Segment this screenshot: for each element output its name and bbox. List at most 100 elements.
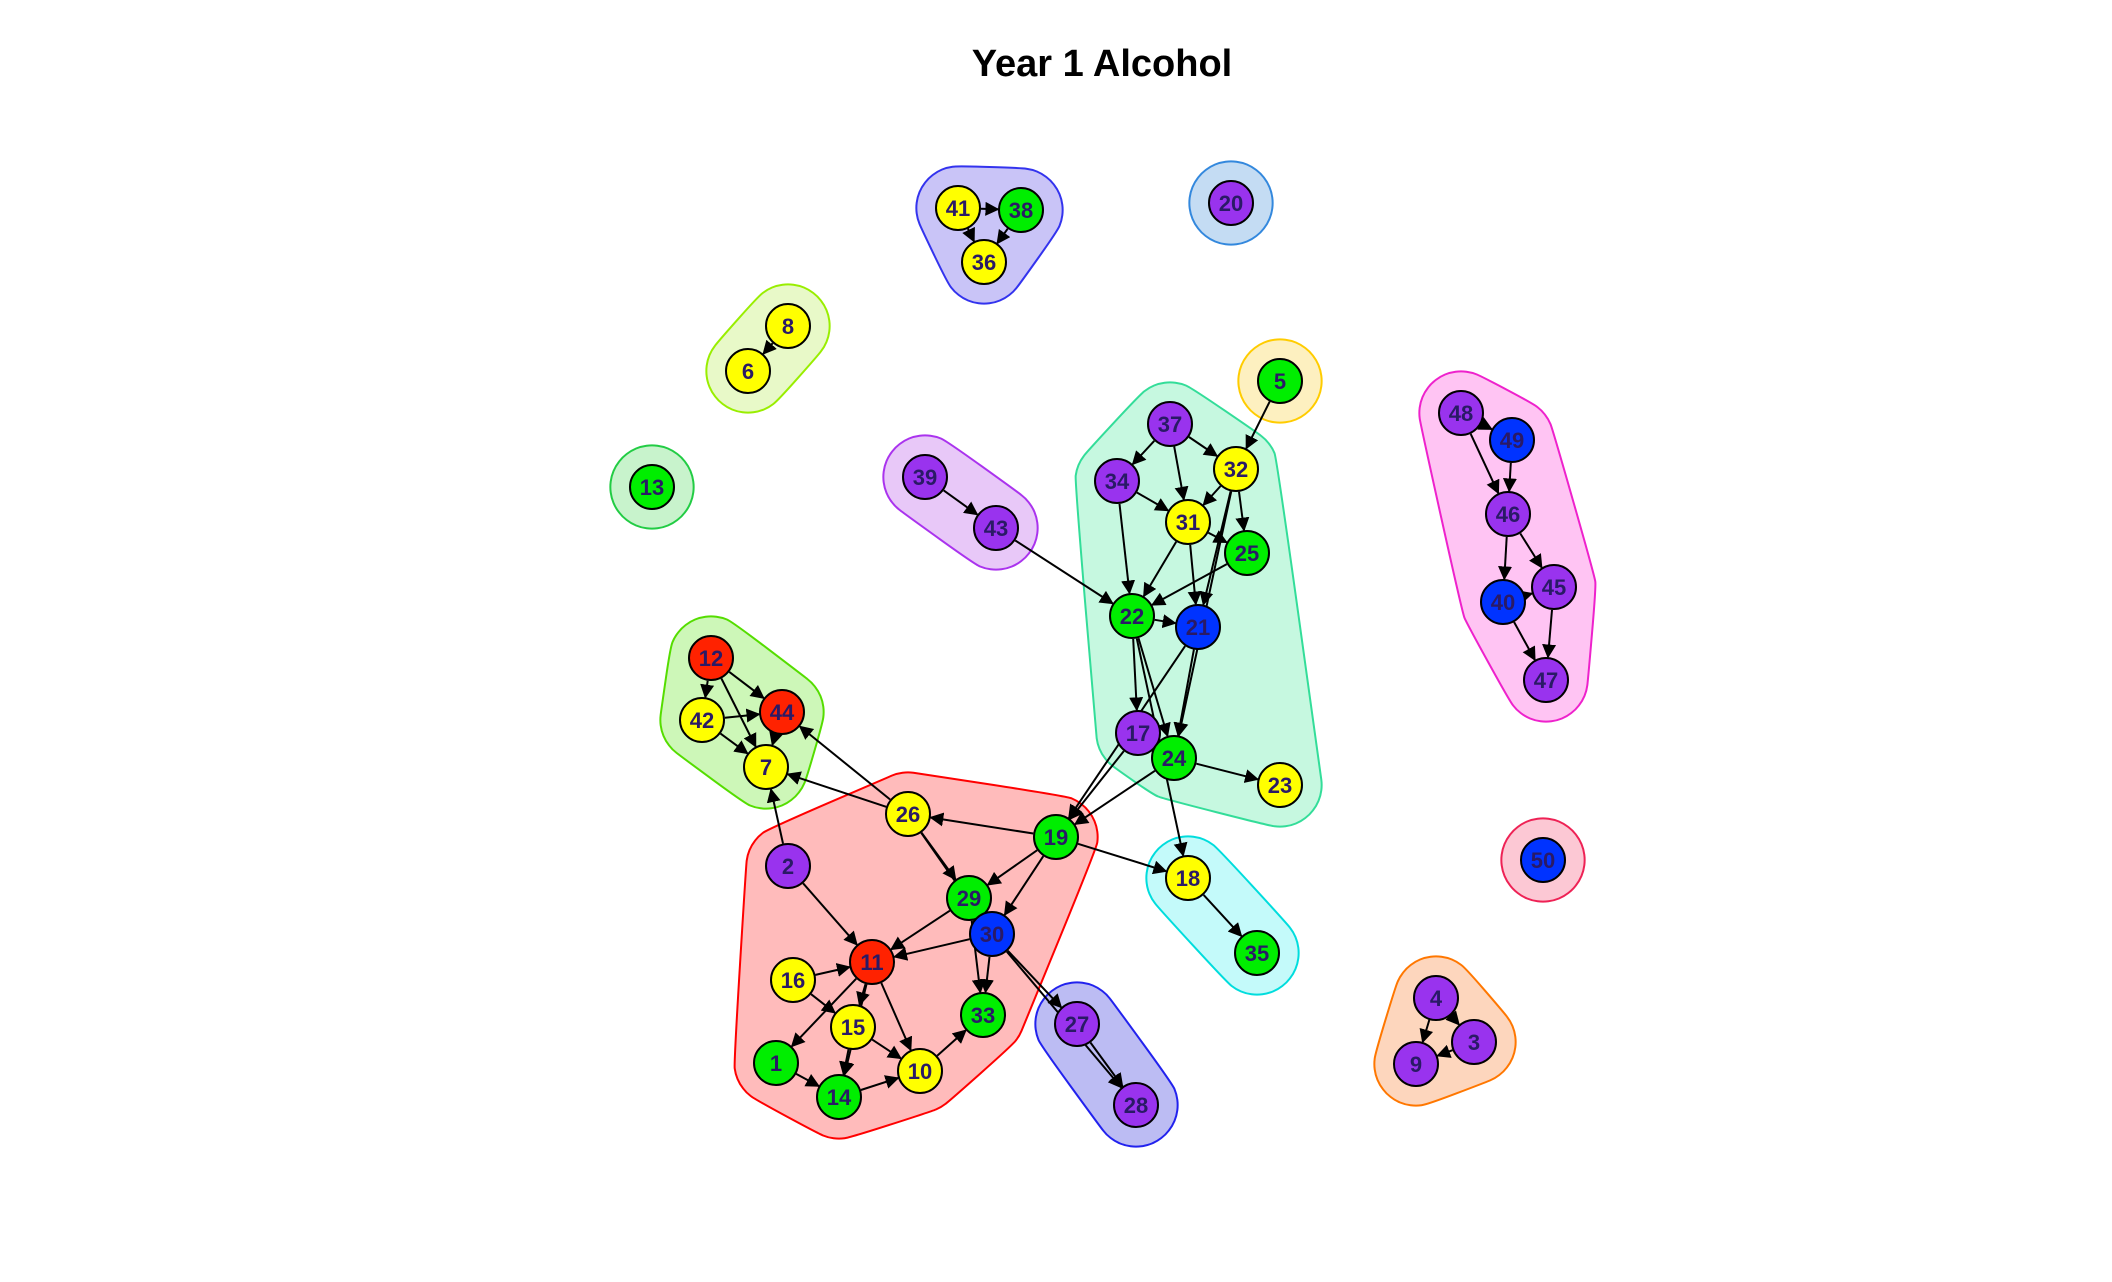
node-31: 31	[1165, 499, 1211, 545]
node-7: 7	[743, 744, 789, 790]
edge-12-44	[728, 671, 765, 699]
edge-22-21	[1154, 614, 1177, 629]
node-20: 20	[1208, 180, 1254, 226]
node-label: 10	[908, 1059, 932, 1084]
node-circle	[1257, 762, 1303, 808]
edge-11-15	[856, 983, 870, 1007]
edge-32-21	[1199, 491, 1232, 606]
node-circle	[960, 992, 1006, 1038]
node-35: 35	[1234, 930, 1280, 976]
node-42: 42	[679, 697, 725, 743]
node-5: 5	[1257, 358, 1303, 404]
community-hull-g-red	[733, 771, 1099, 1140]
edge-30-11	[893, 938, 970, 961]
edge-46-40	[1498, 536, 1513, 581]
edge-40-47	[1513, 621, 1536, 662]
edge-19-30	[1003, 855, 1045, 916]
node-47: 47	[1523, 657, 1569, 703]
edge-37-34	[1131, 440, 1156, 466]
node-label: 29	[957, 886, 981, 911]
node-label: 42	[690, 708, 714, 733]
node-2: 2	[765, 843, 811, 889]
edge-37-31	[1173, 446, 1189, 501]
edge-48-46	[1469, 433, 1500, 495]
node-circle	[1151, 735, 1197, 781]
node-19: 19	[1033, 814, 1079, 860]
node-46: 46	[1485, 491, 1531, 537]
edge-16-11	[815, 963, 851, 977]
edge-43-22	[1014, 539, 1114, 605]
node-36: 36	[961, 239, 1007, 285]
edge-18-35	[1202, 894, 1243, 938]
node-circle	[765, 303, 811, 349]
node-circle	[688, 635, 734, 681]
edge-2-7	[766, 788, 784, 844]
node-circle	[725, 348, 771, 394]
node-17: 17	[1115, 710, 1161, 756]
edge-44-7	[769, 730, 783, 747]
node-circle	[1485, 491, 1531, 537]
node-label: 30	[980, 922, 1004, 947]
node-29: 29	[946, 875, 992, 921]
edge-15-14	[839, 1049, 853, 1076]
node-circle	[1520, 837, 1566, 883]
node-label: 9	[1410, 1052, 1422, 1077]
node-label: 50	[1531, 848, 1555, 873]
node-label: 45	[1542, 575, 1566, 600]
node-circle	[1523, 657, 1569, 703]
edge-19-26	[929, 812, 1034, 835]
node-label: 4	[1430, 986, 1443, 1011]
node-43: 43	[973, 505, 1019, 551]
node-label: 2	[782, 854, 794, 879]
node-circle	[743, 744, 789, 790]
node-circle	[946, 875, 992, 921]
node-circle	[1480, 579, 1526, 625]
node-41: 41	[935, 185, 981, 231]
node-40: 40	[1480, 579, 1526, 625]
node-label: 19	[1044, 825, 1068, 850]
edge-26-7	[786, 771, 887, 808]
node-33: 33	[960, 992, 1006, 1038]
node-label: 23	[1268, 773, 1292, 798]
node-18: 18	[1165, 855, 1211, 901]
edge-42-44	[724, 708, 761, 723]
node-label: 40	[1491, 590, 1515, 615]
node-25: 25	[1224, 530, 1270, 576]
node-28: 28	[1113, 1082, 1159, 1128]
node-label: 5	[1274, 369, 1286, 394]
edge-41-36	[962, 226, 975, 243]
node-38: 38	[998, 187, 1044, 233]
node-label: 37	[1158, 412, 1182, 437]
node-circle	[1438, 390, 1484, 436]
node-22: 22	[1109, 593, 1155, 639]
node-circle	[998, 187, 1044, 233]
node-11: 11	[849, 939, 895, 985]
node-34: 34	[1094, 458, 1140, 504]
node-label: 7	[760, 755, 772, 780]
edge-46-45	[1519, 532, 1543, 569]
edge-30-33	[979, 956, 994, 994]
node-label: 49	[1500, 428, 1524, 453]
node-label: 25	[1235, 541, 1259, 566]
node-37: 37	[1147, 401, 1193, 447]
edge-25-22	[1150, 563, 1228, 606]
node-23: 23	[1257, 762, 1303, 808]
edge-49-46	[1502, 462, 1517, 493]
node-label: 32	[1224, 457, 1248, 482]
node-label: 46	[1496, 502, 1520, 527]
node-circle	[1393, 1041, 1439, 1087]
edge-22-24	[1137, 637, 1171, 738]
edge-32-31	[1202, 485, 1222, 507]
community-hull-g-pink	[1418, 370, 1597, 723]
edge-12-7	[720, 678, 757, 748]
node-circle	[770, 957, 816, 1003]
node-circle	[1033, 814, 1079, 860]
edge-10-33	[936, 1029, 967, 1057]
node-label: 3	[1468, 1030, 1480, 1055]
edge-12-42	[700, 680, 715, 699]
edge-19-18	[1077, 842, 1168, 875]
node-label: 47	[1534, 668, 1558, 693]
node-circle	[1257, 358, 1303, 404]
node-label: 8	[782, 314, 794, 339]
